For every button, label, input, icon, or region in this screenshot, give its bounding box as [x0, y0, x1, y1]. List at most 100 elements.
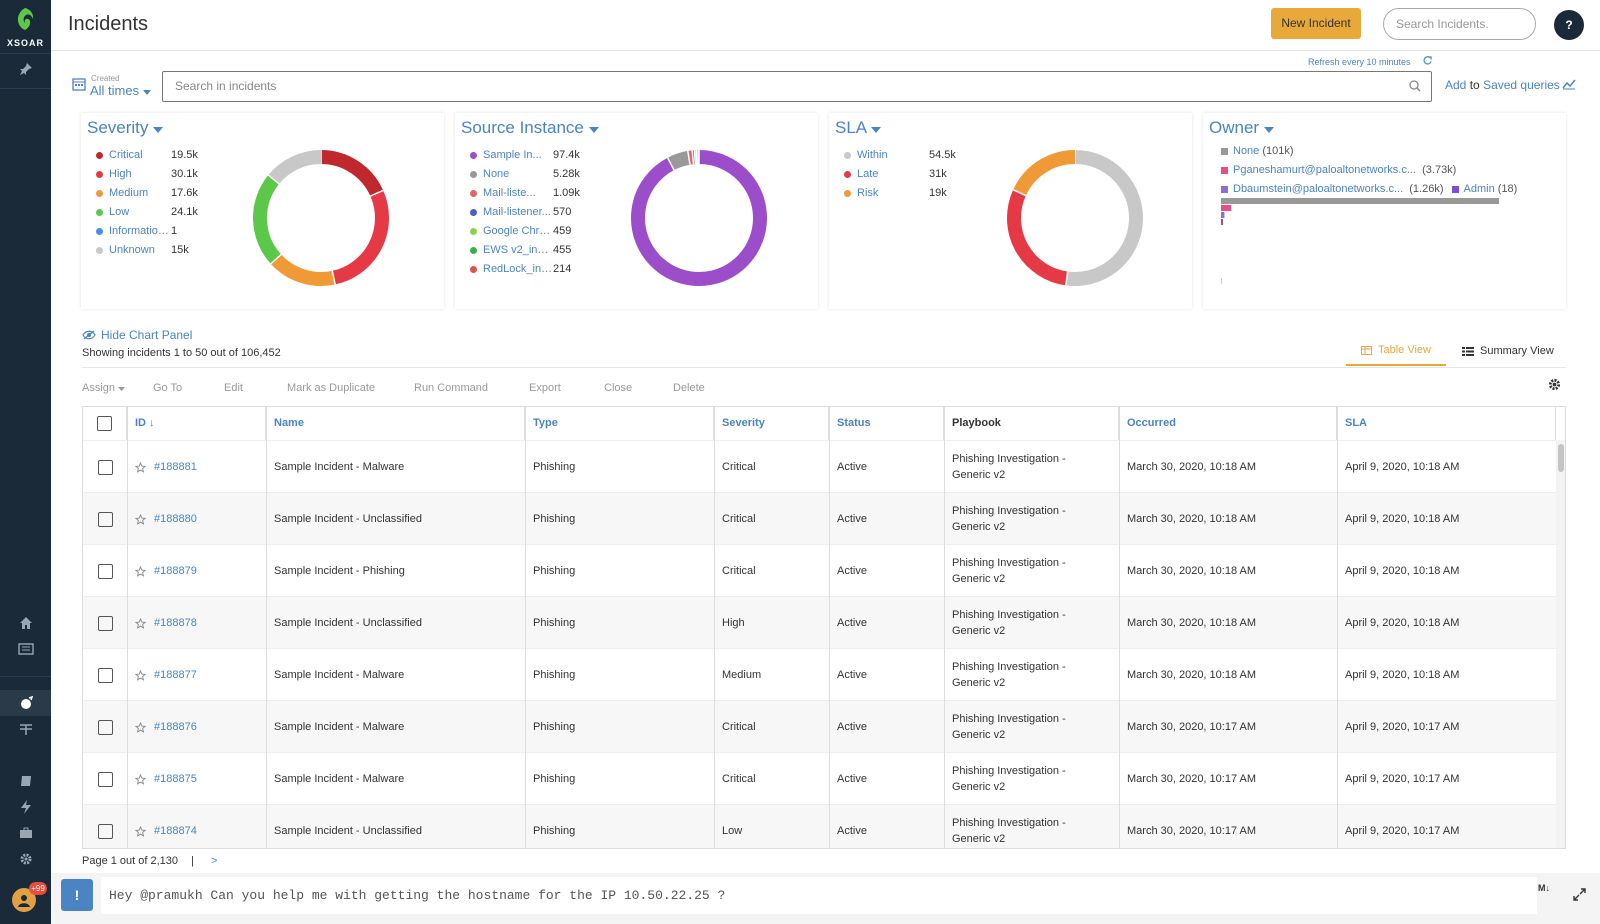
legend-item[interactable]: Late 31k	[844, 165, 956, 184]
row-checkbox[interactable]	[97, 563, 113, 579]
row-checkbox[interactable]	[97, 719, 113, 735]
severity-chart-title[interactable]: Severity	[87, 118, 164, 138]
column-header-playbook[interactable]: Playbook	[944, 407, 1119, 440]
star-icon[interactable]	[135, 825, 146, 837]
incident-id-link[interactable]: #188876	[154, 721, 197, 733]
cell-name[interactable]: Sample Incident - Malware	[274, 773, 405, 785]
alert-button[interactable]: !	[61, 879, 93, 911]
incidents-icon[interactable]	[0, 690, 51, 716]
table-row[interactable]: #188881 Sample Incident - Malware Phishing…	[83, 440, 1556, 492]
add-to-saved-queries[interactable]: Add to Saved queries	[1445, 78, 1560, 92]
refresh-icon[interactable]	[1423, 56, 1432, 65]
select-all-checkbox[interactable]	[97, 416, 112, 431]
column-header-sla[interactable]: SLA	[1337, 407, 1556, 440]
help-button[interactable]: ?	[1554, 10, 1584, 40]
cell-name[interactable]: Sample Incident - Malware	[274, 669, 405, 681]
calendar-icon[interactable]	[72, 77, 86, 91]
donut-slice[interactable]	[667, 150, 691, 171]
tab-summary-view[interactable]: Summary View	[1462, 336, 1554, 366]
incident-id-link[interactable]: #188874	[154, 825, 197, 837]
chart-icon[interactable]	[1562, 78, 1576, 90]
table-row[interactable]: #188880 Sample Incident - Unclassified Phi…	[83, 492, 1556, 544]
cell-name[interactable]: Sample Incident - Unclassified	[274, 617, 422, 629]
legend-item[interactable]: Google Chro... 459	[470, 222, 580, 241]
legend-item[interactable]: Unknown 15k	[96, 241, 198, 260]
owner-legend-none[interactable]: None (101k)	[1221, 145, 1294, 157]
table-row[interactable]: #188875 Sample Incident - Malware Phishing…	[83, 752, 1556, 804]
cell-name[interactable]: Sample Incident - Malware	[274, 461, 405, 473]
pin-icon[interactable]	[0, 56, 51, 82]
star-icon[interactable]	[135, 461, 146, 473]
row-checkbox[interactable]	[97, 667, 113, 683]
incident-search-input[interactable]: Search Incidents.	[1383, 8, 1536, 40]
legend-item[interactable]: Mail-listener... 570	[470, 203, 580, 222]
legend-item[interactable]: Risk 19k	[844, 184, 956, 203]
column-header-status[interactable]: Status	[829, 407, 944, 440]
goto-button[interactable]: Go To	[153, 382, 183, 394]
row-checkbox[interactable]	[97, 615, 113, 631]
indicators-icon[interactable]	[0, 716, 51, 742]
settings-icon[interactable]	[0, 846, 51, 872]
table-row[interactable]: #188878 Sample Incident - Unclassified Phi…	[83, 596, 1556, 648]
export-button[interactable]: Export	[529, 382, 561, 394]
owner-chart-title[interactable]: Owner	[1209, 118, 1274, 138]
hide-chart-panel-button[interactable]: Hide Chart Panel	[82, 328, 192, 342]
legend-item[interactable]: None 5.28k	[470, 165, 580, 184]
tab-table-view[interactable]: Table View	[1346, 336, 1446, 366]
incident-id-link[interactable]: #188877	[154, 669, 197, 681]
markdown-toggle[interactable]: M↓	[1538, 883, 1550, 893]
search-icon[interactable]	[1409, 80, 1421, 92]
chat-input[interactable]: Hey @pramukh Can you help me with gettin…	[101, 877, 1537, 914]
legend-item[interactable]: RedLock_ins... 214	[470, 260, 580, 279]
donut-slice[interactable]	[253, 175, 282, 264]
donut-slice[interactable]	[268, 150, 322, 185]
scrollbar-thumb[interactable]	[1558, 444, 1564, 472]
owner-bar[interactable]	[1221, 198, 1499, 204]
owner-bar[interactable]	[1221, 219, 1223, 225]
star-icon[interactable]	[135, 669, 146, 681]
incident-id-link[interactable]: #188878	[154, 617, 197, 629]
cell-name[interactable]: Sample Incident - Malware	[274, 721, 405, 733]
legend-item[interactable]: Medium 17.6k	[96, 184, 198, 203]
owner-bar[interactable]	[1221, 205, 1232, 211]
donut-slice[interactable]	[320, 150, 384, 197]
donut-slice[interactable]	[270, 254, 336, 286]
donut-slice[interactable]	[1065, 150, 1143, 286]
delete-button[interactable]: Delete	[673, 382, 705, 394]
sla-chart-title[interactable]: SLA	[835, 118, 881, 138]
owner-legend-pganeshamurt[interactable]: Pganeshamurt@paloaltonetworks.c... (3.73…	[1221, 164, 1456, 176]
owner-legend-dbaumstein[interactable]: Dbaumstein@paloaltonetworks.c... (1.26k)…	[1221, 183, 1517, 195]
row-checkbox[interactable]	[97, 771, 113, 787]
expand-icon[interactable]	[1573, 888, 1586, 901]
star-icon[interactable]	[135, 721, 146, 733]
legend-item[interactable]: Critical 19.5k	[96, 146, 198, 165]
run-command-button[interactable]: Run Command	[414, 382, 488, 394]
table-row[interactable]: #188876 Sample Incident - Malware Phishing…	[83, 700, 1556, 752]
new-incident-button[interactable]: New Incident	[1271, 8, 1361, 39]
edit-button[interactable]: Edit	[224, 382, 243, 394]
star-icon[interactable]	[135, 617, 146, 629]
legend-item[interactable]: Low 24.1k	[96, 203, 198, 222]
star-icon[interactable]	[135, 773, 146, 785]
next-page-button[interactable]: >	[211, 855, 218, 867]
incident-id-link[interactable]: #188880	[154, 513, 197, 525]
close-button[interactable]: Close	[604, 382, 633, 394]
owner-bar[interactable]	[1221, 212, 1225, 218]
table-row[interactable]: #188879 Sample Incident - Phishing Phishin…	[83, 544, 1556, 596]
column-header-id[interactable]: ID ↓	[127, 407, 266, 440]
star-icon[interactable]	[135, 565, 146, 577]
column-header-type[interactable]: Type	[525, 407, 714, 440]
automation-icon[interactable]	[0, 794, 51, 820]
table-row[interactable]: #188874 Sample Incident - Unclassified Phi…	[83, 804, 1556, 848]
home-icon[interactable]	[0, 610, 51, 636]
donut-slice[interactable]	[331, 190, 389, 285]
legend-item[interactable]: Mail-liste... 1.09k	[470, 184, 580, 203]
legend-item[interactable]: EWS v2_inst... 455	[470, 241, 580, 260]
incident-id-link[interactable]: #188879	[154, 565, 197, 577]
cell-name[interactable]: Sample Incident - Unclassified	[274, 513, 422, 525]
cell-name[interactable]: Sample Incident - Phishing	[274, 565, 405, 577]
incident-id-link[interactable]: #188875	[154, 773, 197, 785]
created-dropdown[interactable]: All times	[90, 83, 151, 98]
star-icon[interactable]	[135, 513, 146, 525]
incident-id-link[interactable]: #188881	[154, 461, 197, 473]
